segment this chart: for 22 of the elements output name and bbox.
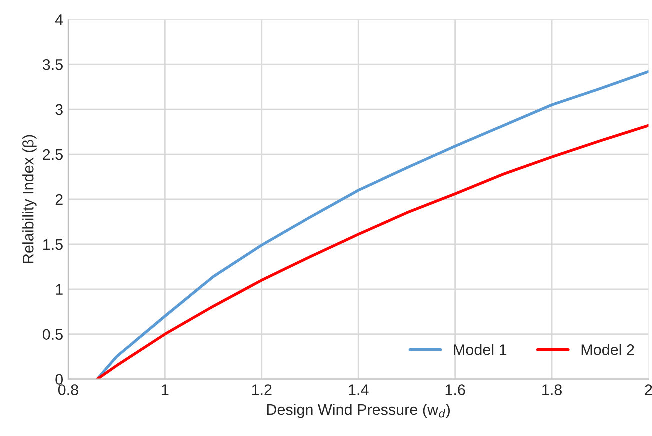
x-tick-label: 0.8 bbox=[58, 384, 78, 396]
x-tick-label: 1.4 bbox=[349, 384, 369, 396]
y-tick-label: 3 bbox=[56, 104, 63, 116]
y-tick-label: 2.5 bbox=[43, 149, 63, 160]
x-axis-title: Design Wind Pressure (w$_{d}$) bbox=[267, 404, 450, 418]
y-tick-label: 4 bbox=[55, 14, 64, 26]
y-tick-label: 1.5 bbox=[44, 239, 63, 250]
legend-label: Model 2 bbox=[582, 344, 634, 356]
x-tick-label: 1.8 bbox=[542, 384, 562, 396]
y-tick-label: 0.5 bbox=[42, 329, 63, 340]
x-tick-label: 1 bbox=[162, 384, 169, 396]
legend-label: Model 1 bbox=[454, 344, 507, 356]
y-axis-title: Relaibility Index (β) bbox=[22, 135, 37, 264]
line-series bbox=[96, 124, 649, 380]
y-tick-label: 2 bbox=[56, 194, 63, 206]
x-tick-label: 2 bbox=[645, 384, 652, 396]
y-tick-label: 0 bbox=[56, 374, 63, 386]
y-tick-label: 3.5 bbox=[42, 59, 63, 70]
x-tick-label: 1.2 bbox=[252, 384, 272, 396]
x-tick-label: 1.6 bbox=[446, 384, 466, 396]
line-series bbox=[96, 70, 649, 380]
y-tick-label: 1 bbox=[56, 284, 63, 295]
